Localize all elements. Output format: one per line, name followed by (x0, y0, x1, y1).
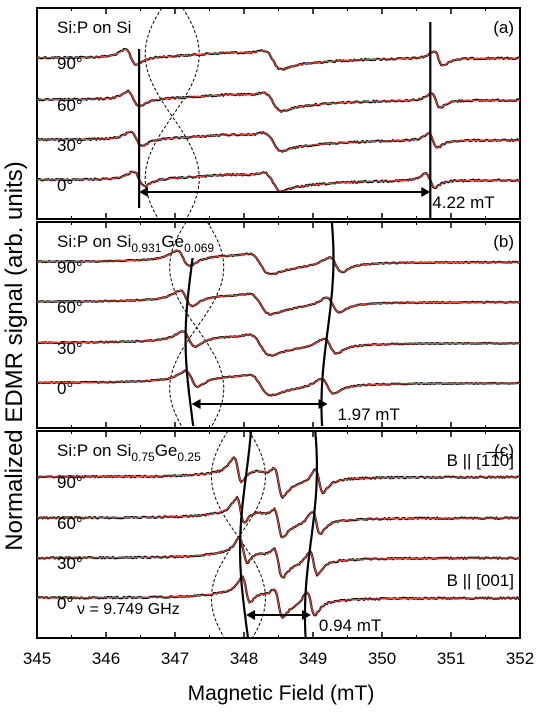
hyperfine-line (320, 221, 335, 427)
panel-tag: (b) (493, 232, 514, 251)
panel-b-frame (36, 221, 521, 429)
x-tick-label: 348 (230, 649, 258, 668)
x-axis: 345 346 347 348 349 350 351 352 (23, 8, 534, 668)
splitting-label: 0.94 mT (319, 616, 381, 635)
sample-label: Si:P on Si0.75Ge0.25 (57, 441, 201, 464)
panel-b: 90° 60° 30° 0° 1.97 mT Si:P on Si0.931Ge0.069… (37, 221, 520, 428)
dashed-guide-line (144, 8, 200, 219)
panel-c: 90° 60° 30° 0° 0.94 mT Si:P on Si0.75Ge0.25 (c… (37, 430, 520, 639)
sample-label: Si:P on Si (57, 18, 131, 37)
x-axis-label: Magnetic Field (mT) (188, 682, 375, 705)
frequency-label: ν = 9.749 GHz (77, 601, 180, 618)
angle-guides (144, 8, 200, 219)
splitting-arrow (246, 610, 311, 620)
angle-label: 60° (57, 96, 83, 115)
spectrum-fit-a-3 (37, 170, 520, 192)
spectrum-fit-c-3 (37, 576, 520, 619)
panel-a-frame (36, 7, 521, 220)
angle-label: 30° (57, 554, 83, 573)
x-tick-label: 350 (368, 649, 396, 668)
angle-label: 30° (57, 136, 83, 155)
x-tick-label: 346 (92, 649, 120, 668)
hyperfine-line (184, 257, 195, 427)
splitting-arrow (191, 399, 328, 409)
angle-label: 0° (57, 594, 73, 613)
spectrum-fit-b-0 (37, 250, 520, 275)
angle-label: 60° (57, 298, 83, 317)
spectrum-fit-a-2 (37, 130, 520, 152)
panel-a: 90° 60° 30° 0° 4.22 mT Si:P on Si (a) (37, 8, 520, 219)
panel-tag: (a) (493, 18, 514, 37)
spectrum-fit-b-2 (37, 330, 520, 356)
x-tick-label: 349 (299, 649, 327, 668)
angle-label: 0° (57, 379, 73, 398)
sample-label: Si:P on Si0.931Ge0.069 (57, 232, 214, 255)
angle-label: 90° (57, 54, 83, 73)
splitting-label: 1.97 mT (337, 405, 399, 424)
x-tick-label: 352 (506, 649, 534, 668)
spectrum-fit-a-1 (37, 90, 520, 112)
panel-tag: (c) (494, 441, 514, 460)
spectrum-data-a-1 (37, 89, 520, 114)
x-tick-label: 347 (161, 649, 189, 668)
spectrum-data-a-0 (37, 47, 520, 71)
angle-label: 90° (57, 258, 83, 277)
angle-label: 90° (57, 473, 83, 492)
angle-label: 0° (57, 176, 73, 195)
splitting-label: 4.22 mT (432, 193, 494, 212)
splitting-arrow (139, 187, 431, 197)
hyperfine-line (239, 430, 252, 639)
angle-guides (210, 431, 266, 638)
hyperfine-line (303, 430, 318, 639)
spectrum-data-a-2 (37, 130, 520, 153)
spectrum-fit-b-3 (37, 370, 520, 396)
dashed-guide-line (210, 431, 266, 638)
dashed-guide-line (210, 431, 266, 638)
orientation-bottom-label: B || [001] (447, 571, 514, 590)
x-tick-label: 351 (437, 649, 465, 668)
angle-label: 30° (57, 339, 83, 358)
x-tick-label: 345 (23, 649, 51, 668)
angle-label: 60° (57, 514, 83, 533)
y-axis-label: Normalized EDMR signal (arb. units) (1, 161, 28, 550)
spectrum-fit-a-0 (37, 48, 520, 70)
spectrum-fit-c-2 (37, 536, 520, 579)
spectrum-fit-c-1 (37, 497, 520, 539)
spectrum-fit-c-0 (37, 456, 520, 498)
dashed-guide-line (169, 222, 225, 428)
orientation-top-label: B || [1̅1̅0] (447, 451, 514, 470)
dashed-guide-line (144, 8, 200, 219)
spectrum-fit-b-1 (37, 289, 520, 315)
